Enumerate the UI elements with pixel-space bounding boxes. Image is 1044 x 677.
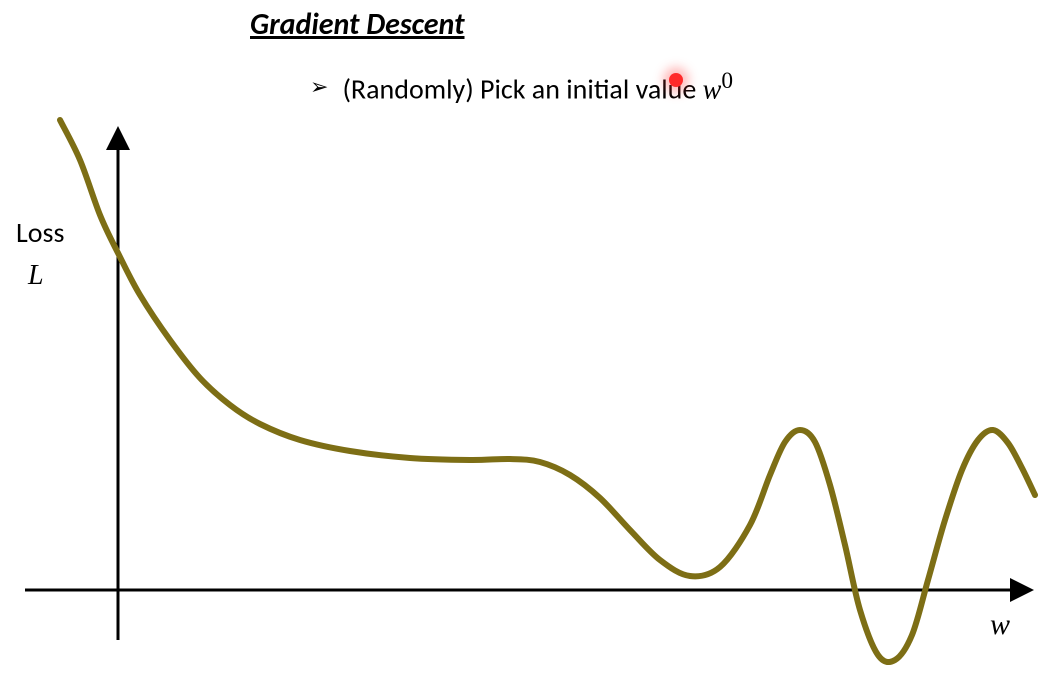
loss-curve-chart xyxy=(0,0,1044,677)
loss-curve xyxy=(60,120,1035,662)
